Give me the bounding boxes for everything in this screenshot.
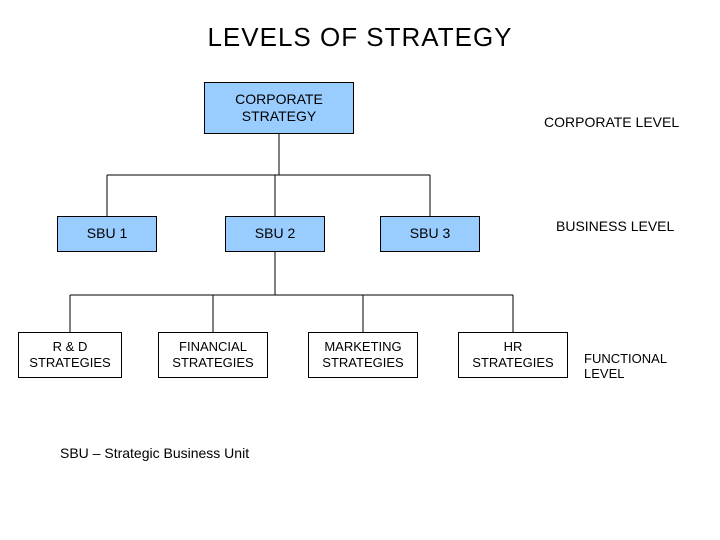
page-title: LEVELS OF STRATEGY — [0, 22, 720, 53]
node-sbu1-label: SBU 1 — [87, 225, 127, 243]
node-marketing-strategies: MARKETING STRATEGIES — [308, 332, 418, 378]
label-corporate-level: CORPORATE LEVEL — [544, 98, 679, 130]
node-sbu2: SBU 2 — [225, 216, 325, 252]
node-rd-strategies: R & D STRATEGIES — [18, 332, 122, 378]
node-hr-strategies: HR STRATEGIES — [458, 332, 568, 378]
label-functional-text: FUNCTIONAL LEVEL — [584, 351, 667, 381]
node-marketing-label: MARKETING STRATEGIES — [322, 339, 403, 372]
node-sbu1: SBU 1 — [57, 216, 157, 252]
node-rd-label: R & D STRATEGIES — [29, 339, 110, 372]
node-financial-label: FINANCIAL STRATEGIES — [172, 339, 253, 372]
footnote-text: SBU – Strategic Business Unit — [60, 445, 249, 461]
node-sbu2-label: SBU 2 — [255, 225, 295, 243]
node-hr-label: HR STRATEGIES — [472, 339, 553, 372]
node-corporate-strategy: CORPORATE STRATEGY — [204, 82, 354, 134]
title-text: LEVELS OF STRATEGY — [207, 22, 512, 52]
node-sbu3-label: SBU 3 — [410, 225, 450, 243]
footnote-sbu: SBU – Strategic Business Unit — [60, 445, 249, 461]
label-corporate-text: CORPORATE LEVEL — [544, 114, 679, 130]
node-financial-strategies: FINANCIAL STRATEGIES — [158, 332, 268, 378]
label-business-level: BUSINESS LEVEL — [556, 202, 674, 234]
node-corporate-label: CORPORATE STRATEGY — [235, 91, 323, 126]
label-business-text: BUSINESS LEVEL — [556, 218, 674, 234]
node-sbu3: SBU 3 — [380, 216, 480, 252]
label-functional-level: FUNCTIONAL LEVEL — [584, 336, 667, 381]
